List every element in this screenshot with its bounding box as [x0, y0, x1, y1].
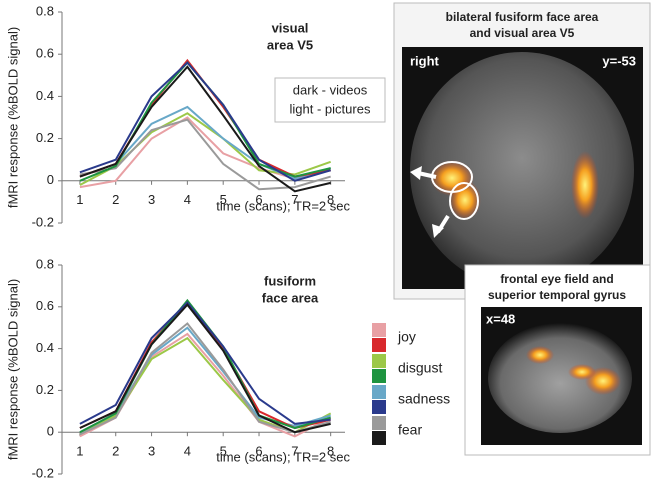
x-tick-label: 8 [327, 444, 334, 459]
image-label: right [410, 53, 440, 68]
legend-swatch [372, 416, 386, 430]
legend-swatch [372, 431, 386, 445]
image-title: superior temporal gyrus [488, 288, 626, 302]
y-tick-label: 0 [47, 172, 54, 187]
x-tick-label: 1 [76, 444, 83, 459]
annotation: dark - videos [293, 82, 368, 97]
y-tick-label: 0.8 [36, 256, 54, 271]
roi-circle [449, 182, 479, 220]
x-tick-label: 3 [148, 192, 155, 207]
x-tick-label: 4 [184, 444, 191, 459]
legend-swatch [372, 400, 386, 414]
y-tick-label: 0.2 [36, 382, 54, 397]
activation [449, 180, 481, 220]
series-line [79, 61, 331, 182]
x-tick-label: 4 [184, 192, 191, 207]
series-line [79, 322, 331, 436]
legend-swatch [372, 385, 386, 399]
x-axis-label: time (scans); TR=2 sec [216, 198, 350, 213]
legend-swatch [372, 338, 386, 352]
x-tick-label: 6 [255, 444, 262, 459]
x-tick-label: 1 [76, 192, 83, 207]
x-tick-label: 5 [220, 444, 227, 459]
series-line [79, 303, 331, 434]
y-tick-label: 0 [47, 424, 54, 439]
legend-label: joy [397, 329, 416, 345]
legend-label: fear [398, 422, 422, 438]
activation [526, 346, 554, 364]
series-line [79, 301, 331, 425]
image-title: bilateral fusiform face area [446, 10, 599, 24]
chart-title: fusiform [264, 273, 316, 288]
x-tick-label: 5 [220, 192, 227, 207]
x-tick-label: 3 [148, 444, 155, 459]
y-axis-label: fMRI response (%BOLD signal) [5, 27, 20, 208]
y-axis-label: fMRI response (%BOLD signal) [5, 279, 20, 460]
x-tick-label: 7 [291, 192, 298, 207]
arrowhead [410, 166, 444, 238]
y-tick-label: 0.8 [36, 3, 54, 18]
activation [571, 151, 599, 219]
x-tick-label: 8 [327, 192, 334, 207]
x-axis-label: time (scans); TR=2 sec [216, 449, 350, 464]
y-tick-label: -0.2 [32, 214, 54, 229]
activation [568, 364, 596, 380]
y-tick-label: 0.2 [36, 130, 54, 145]
x-tick-label: 2 [112, 192, 119, 207]
legend-swatch [372, 354, 386, 368]
chart-title: visual [272, 20, 309, 35]
brain-slice [410, 52, 634, 288]
legend-label: disgust [398, 360, 442, 376]
image-title: frontal eye field and [500, 272, 613, 286]
x-tick-label: 2 [112, 444, 119, 459]
y-tick-label: 0.4 [36, 340, 54, 355]
y-tick-label: 0.6 [36, 298, 54, 313]
annotation: light - pictures [290, 101, 371, 116]
legend-label: sadness [398, 391, 450, 407]
y-tick-label: 0.6 [36, 46, 54, 61]
y-tick-label: -0.2 [32, 465, 54, 480]
chart-title: face area [262, 290, 319, 305]
series-line [79, 336, 332, 436]
annotation-box [274, 77, 386, 123]
legend-swatch [372, 369, 386, 383]
y-tick-label: 0.4 [36, 88, 54, 103]
brain-slice [488, 323, 632, 433]
legend-swatch [372, 323, 386, 337]
image-label: x=48 [486, 311, 515, 326]
series-line [79, 65, 331, 193]
image-label: y=-53 [602, 53, 636, 68]
series-line [79, 326, 331, 434]
x-tick-label: 7 [291, 444, 298, 459]
chart-title: area V5 [267, 37, 313, 52]
x-tick-label: 6 [255, 192, 262, 207]
image-title: and visual area V5 [470, 26, 575, 40]
